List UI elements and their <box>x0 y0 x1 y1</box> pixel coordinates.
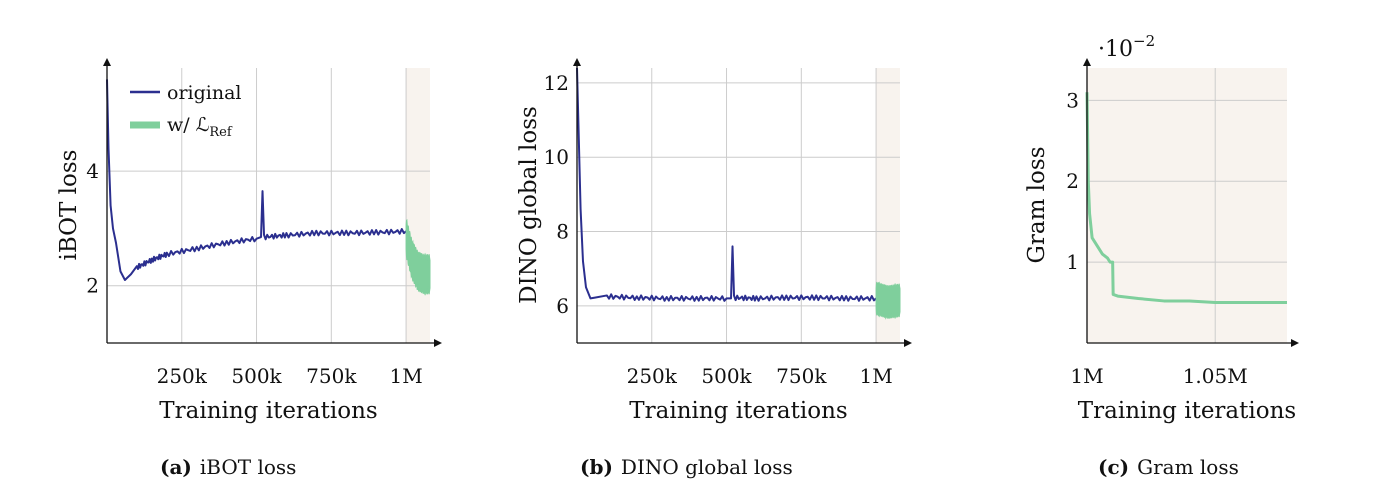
y-tick-label: 6 <box>556 294 569 318</box>
panel-gram-loss: 1M 1.05M 1 2 3 Training iterations Gram loss <box>1024 58 1299 424</box>
x-tick-label: 500k <box>701 364 752 388</box>
x-tick-label: 250k <box>627 364 678 388</box>
caption-b-label: (b) <box>580 455 613 479</box>
panel-ibot-loss: 250k 500k 750k 1M 2 4 Training iterations iBOT … <box>56 58 442 424</box>
caption-a-label: (a) <box>160 455 192 479</box>
series-band-with-ref <box>875 281 901 320</box>
caption-c: (c) Gram loss <box>1098 455 1239 479</box>
legend-label-with-ref: w/ ℒRef <box>167 114 233 140</box>
refinement-region <box>876 68 900 343</box>
y-tick-label: 2 <box>86 274 99 298</box>
y-scale-factor-base: ·10 <box>1098 37 1133 62</box>
x-tick-label: 750k <box>776 364 827 388</box>
y-axis-label: iBOT loss <box>56 149 82 260</box>
y-tick-label: 8 <box>556 220 569 244</box>
x-tick-label: 1M <box>859 364 892 388</box>
caption-b-text: DINO global loss <box>621 455 793 479</box>
x-axis-arrow <box>904 339 912 347</box>
x-axis-label: Training iterations <box>159 398 377 424</box>
x-tick-label: 1M <box>1070 364 1103 388</box>
series-line-original <box>576 67 877 302</box>
y-scale-factor: ·10−2 <box>1098 32 1155 62</box>
refinement-region <box>406 68 430 343</box>
x-tick-label: 250k <box>157 364 208 388</box>
panel-dino-global-loss: 250k 500k 750k 1M 6 8 10 12 Training iterations D… <box>516 58 912 424</box>
y-tick-label: 3 <box>1066 88 1079 112</box>
y-axis-label: Gram loss <box>1024 146 1050 263</box>
legend-label-with-ref-main: w/ ℒ <box>167 114 209 136</box>
legend-label-original: original <box>167 82 241 104</box>
x-tick-label: 750k <box>306 364 357 388</box>
y-tick-label: 12 <box>544 71 569 95</box>
y-axis-arrow <box>573 58 581 66</box>
legend: original w/ ℒRef <box>130 82 241 140</box>
series-line-with-ref <box>1085 92 1287 305</box>
y-tick-label: 1 <box>1066 250 1079 274</box>
x-tick-label: 500k <box>231 364 282 388</box>
y-tick-label: 2 <box>1066 169 1079 193</box>
caption-c-label: (c) <box>1098 455 1129 479</box>
y-axis-arrow <box>103 58 111 66</box>
y-axis-arrow <box>1083 58 1091 66</box>
caption-b: (b) DINO global loss <box>580 455 793 479</box>
series-line-original <box>106 79 407 281</box>
y-tick-label: 10 <box>544 145 569 169</box>
y-axis-label: DINO global loss <box>516 106 542 304</box>
x-axis-label: Training iterations <box>1078 398 1296 424</box>
y-scale-factor-exponent: −2 <box>1133 32 1155 50</box>
caption-a: (a) iBOT loss <box>160 455 296 479</box>
legend-label-with-ref-subscript: Ref <box>209 125 232 140</box>
x-tick-label: 1.05M <box>1183 364 1248 388</box>
series-band-with-ref <box>405 218 431 296</box>
x-axis-label: Training iterations <box>629 398 847 424</box>
y-tick-label: 4 <box>86 159 99 183</box>
x-tick-label: 1M <box>389 364 422 388</box>
caption-c-text: Gram loss <box>1137 455 1239 479</box>
x-axis-arrow <box>1291 339 1299 347</box>
x-axis-arrow <box>434 339 442 347</box>
caption-a-text: iBOT loss <box>200 455 297 479</box>
